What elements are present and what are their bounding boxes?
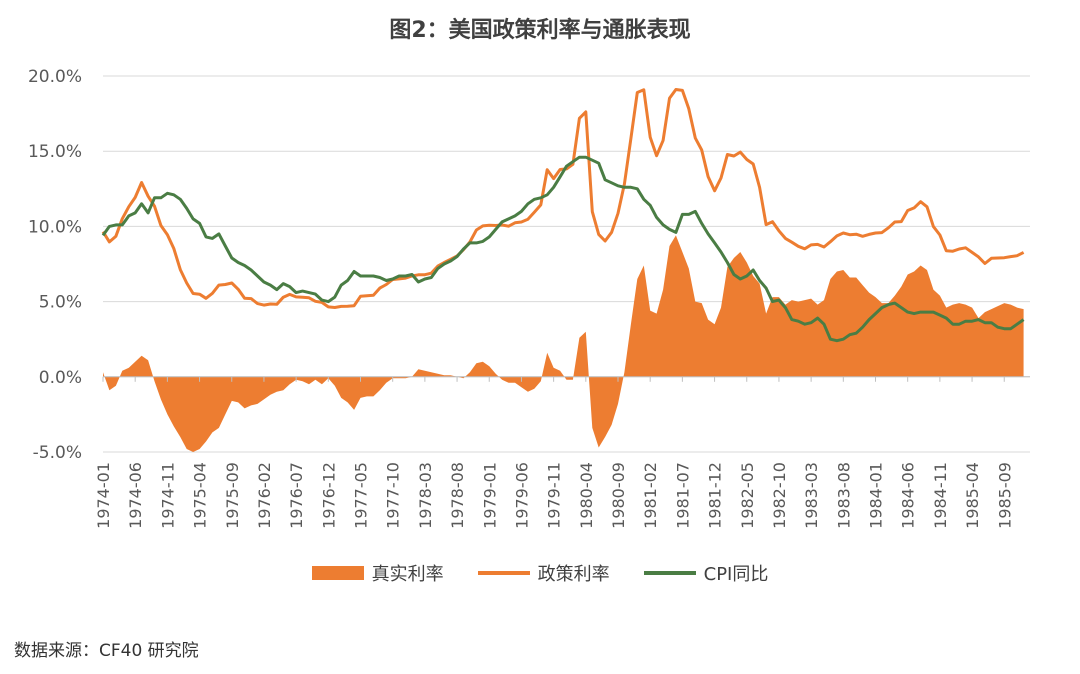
x-tick-label: 1974-06 xyxy=(126,462,145,529)
legend-label-cpi: CPI同比 xyxy=(703,564,769,585)
y-tick-label: 15.0% xyxy=(28,142,82,162)
legend: 真实利率 政策利率 CPI同比 xyxy=(0,560,1080,586)
x-tick-label: 1984-11 xyxy=(931,462,950,529)
y-tick-label: 5.0% xyxy=(39,293,82,313)
legend-swatch-cpi xyxy=(643,571,696,575)
legend-label-policy-rate: 政策利率 xyxy=(537,564,610,585)
x-tick-label: 1980-09 xyxy=(609,462,628,529)
x-tick-label: 1975-04 xyxy=(191,462,210,529)
x-tick-label: 1978-08 xyxy=(448,462,467,529)
x-tick-label: 1979-06 xyxy=(512,462,531,529)
x-tick-label: 1981-07 xyxy=(673,462,692,529)
x-tick-label: 1984-01 xyxy=(867,462,886,529)
x-tick-label: 1976-02 xyxy=(255,462,274,529)
x-tick-label: 1981-12 xyxy=(706,462,725,529)
x-tick-label: 1976-12 xyxy=(319,462,338,529)
policy-rate-line xyxy=(101,88,1025,309)
x-tick-label: 1985-04 xyxy=(963,462,982,529)
cpi-line xyxy=(101,155,1025,343)
x-tick-label: 1982-10 xyxy=(770,462,789,529)
x-tick-label: 1979-11 xyxy=(545,462,564,529)
x-tick-label: 1977-10 xyxy=(384,462,403,529)
x-tick-label: 1985-09 xyxy=(995,462,1014,529)
real-rate-area xyxy=(103,235,1024,452)
x-tick-label: 1976-07 xyxy=(287,462,306,529)
x-tick-label: 1981-02 xyxy=(641,462,660,529)
x-tick-label: 1982-05 xyxy=(738,462,757,529)
chart-plot: -5.0% 0.0% 5.0% 10.0% 15.0% 20.0% 1974-01 1974-… xyxy=(28,67,1030,529)
x-tick-label: 1983-08 xyxy=(834,462,853,529)
x-tick-label: 1979-01 xyxy=(480,462,499,529)
chart-title: 图2：美国政策利率与通胀表现 xyxy=(389,18,691,43)
legend-label-real-rate: 真实利率 xyxy=(371,564,444,585)
y-tick-label: 20.0% xyxy=(28,67,82,87)
source-note: 数据来源：CF40 研究院 xyxy=(14,641,199,661)
x-tick-label: 1974-11 xyxy=(158,462,177,529)
legend-swatch-real-rate xyxy=(311,566,364,580)
y-tick-label: -5.0% xyxy=(33,443,82,463)
x-tick-label: 1977-05 xyxy=(352,462,371,529)
x-tick-label: 1974-01 xyxy=(94,462,113,529)
x-tick-label: 1978-03 xyxy=(416,462,435,529)
legend-swatch-policy-rate xyxy=(477,571,530,575)
x-tick-label: 1975-09 xyxy=(223,462,242,529)
x-tick-label: 1984-06 xyxy=(899,462,918,529)
x-tick-label: 1980-04 xyxy=(577,462,596,529)
legend-item-policy-rate: 政策利率 xyxy=(477,560,610,586)
legend-item-real-rate: 真实利率 xyxy=(311,560,444,586)
x-tick-label: 1983-03 xyxy=(802,462,821,529)
legend-item-cpi: CPI同比 xyxy=(643,560,769,586)
y-tick-label: 0.0% xyxy=(39,368,82,388)
y-tick-label: 10.0% xyxy=(28,217,82,237)
